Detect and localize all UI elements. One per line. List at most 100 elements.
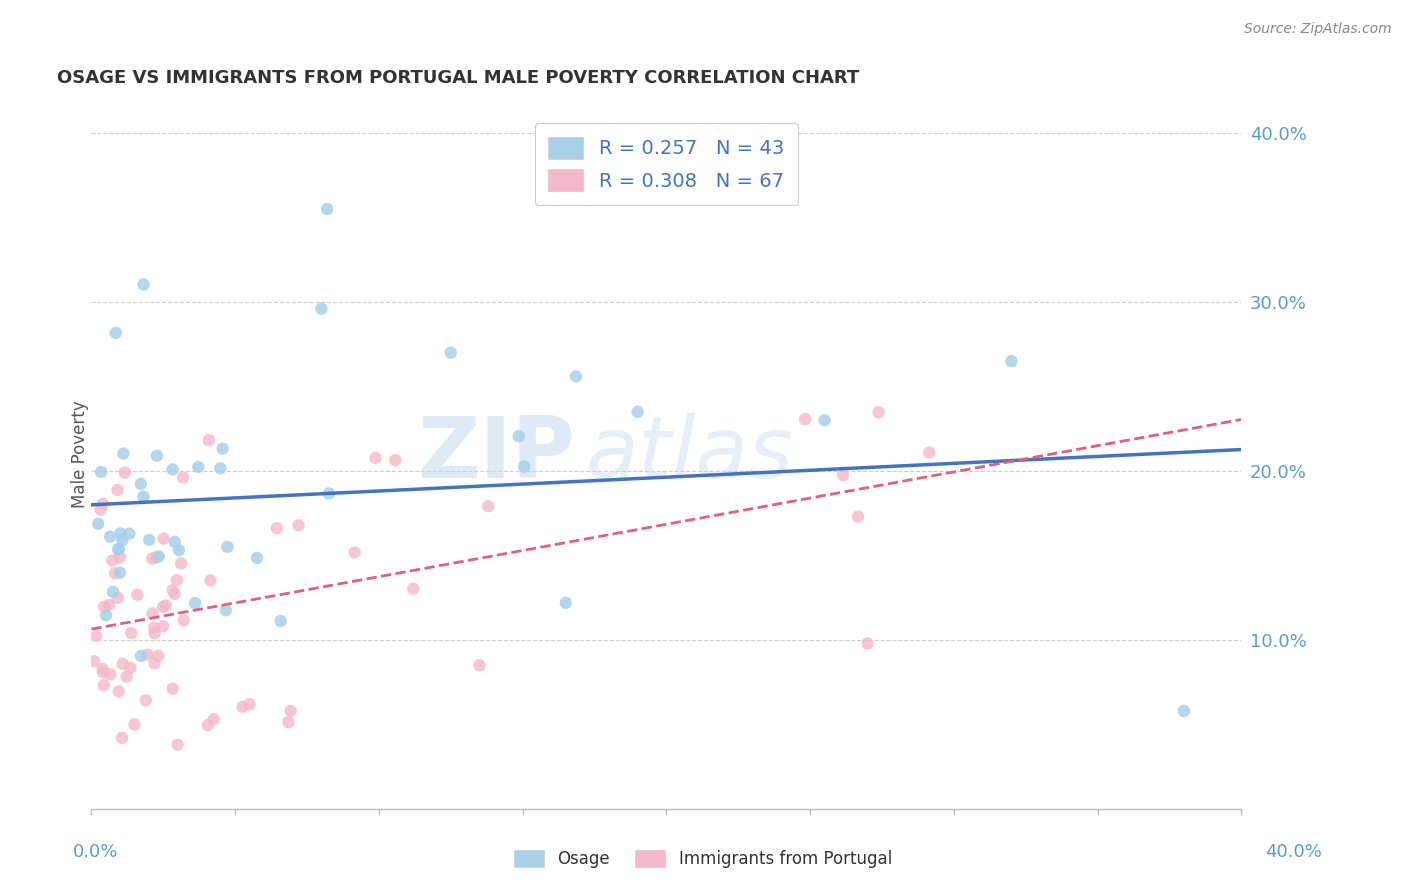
Point xyxy=(94,608,117,623)
Point xyxy=(554,596,576,610)
Point xyxy=(143,657,166,671)
Point xyxy=(162,583,184,598)
Point xyxy=(211,442,233,456)
Point xyxy=(565,369,588,384)
Point xyxy=(166,573,188,587)
Point xyxy=(148,648,170,663)
Y-axis label: Male Poverty: Male Poverty xyxy=(72,401,89,508)
Point xyxy=(311,301,333,316)
Text: Source: ZipAtlas.com: Source: ZipAtlas.com xyxy=(1244,22,1392,37)
Point xyxy=(167,543,190,558)
Point xyxy=(166,738,188,752)
Point xyxy=(384,453,406,467)
Point xyxy=(107,542,129,557)
Point xyxy=(217,540,239,554)
Point xyxy=(108,566,131,580)
Point xyxy=(107,684,129,698)
Point xyxy=(111,731,134,745)
Point xyxy=(111,657,134,671)
Point xyxy=(832,468,855,483)
Point xyxy=(143,626,166,640)
Point xyxy=(238,697,260,711)
Point xyxy=(107,483,129,497)
Point xyxy=(112,446,135,460)
Point xyxy=(508,429,530,443)
Point xyxy=(246,550,269,565)
Point xyxy=(141,551,163,566)
Point xyxy=(627,405,650,419)
Point xyxy=(120,626,142,640)
Point xyxy=(287,518,309,533)
Point xyxy=(152,532,174,546)
Point xyxy=(468,658,491,673)
Text: atlas: atlas xyxy=(586,413,794,496)
Point xyxy=(120,661,142,675)
Point xyxy=(152,599,174,614)
Point xyxy=(1000,354,1022,368)
Point xyxy=(162,462,184,476)
Point xyxy=(202,712,225,726)
Point xyxy=(111,533,134,547)
Point xyxy=(90,502,112,516)
Text: ZIP: ZIP xyxy=(416,413,575,496)
Point xyxy=(114,466,136,480)
Point xyxy=(93,678,115,692)
Point xyxy=(98,667,121,681)
Text: 0.0%: 0.0% xyxy=(73,843,118,861)
Text: 40.0%: 40.0% xyxy=(1265,843,1322,861)
Point xyxy=(318,486,340,500)
Point xyxy=(163,534,186,549)
Point xyxy=(91,665,114,680)
Point xyxy=(98,530,121,544)
Point xyxy=(104,326,127,340)
Point xyxy=(93,599,115,614)
Point xyxy=(127,588,149,602)
Point xyxy=(868,405,890,419)
Point xyxy=(104,566,127,581)
Point xyxy=(209,461,232,475)
Point xyxy=(143,621,166,635)
Point xyxy=(90,465,112,479)
Point xyxy=(124,717,146,731)
Point xyxy=(163,587,186,601)
Point xyxy=(215,603,238,617)
Point xyxy=(136,648,159,662)
Point xyxy=(91,497,114,511)
Point xyxy=(440,345,463,359)
Point xyxy=(84,629,107,643)
Point xyxy=(108,541,131,556)
Point xyxy=(170,557,193,571)
Point xyxy=(118,526,141,541)
Point xyxy=(794,412,817,426)
Point xyxy=(343,545,366,559)
Point xyxy=(132,277,155,292)
Point xyxy=(187,459,209,474)
Point xyxy=(145,550,167,565)
Point xyxy=(101,585,124,599)
Point xyxy=(197,718,219,732)
Point xyxy=(129,648,152,663)
Point xyxy=(232,699,254,714)
Point xyxy=(277,715,299,730)
Point xyxy=(135,693,157,707)
Point xyxy=(129,476,152,491)
Point xyxy=(98,598,121,612)
Point xyxy=(918,445,941,459)
Point xyxy=(155,599,177,613)
Point xyxy=(173,613,195,627)
Point xyxy=(198,434,221,448)
Point xyxy=(110,526,132,541)
Point xyxy=(856,636,879,650)
Point xyxy=(87,516,110,531)
Point xyxy=(1173,704,1195,718)
Point xyxy=(138,533,160,547)
Point xyxy=(280,704,302,718)
Legend: R = 0.257   N = 43, R = 0.308   N = 67: R = 0.257 N = 43, R = 0.308 N = 67 xyxy=(534,123,799,205)
Point xyxy=(83,654,105,668)
Point xyxy=(184,596,207,610)
Point xyxy=(108,550,131,565)
Point xyxy=(270,614,292,628)
Point xyxy=(115,670,138,684)
Point xyxy=(200,574,222,588)
Point xyxy=(107,591,129,605)
